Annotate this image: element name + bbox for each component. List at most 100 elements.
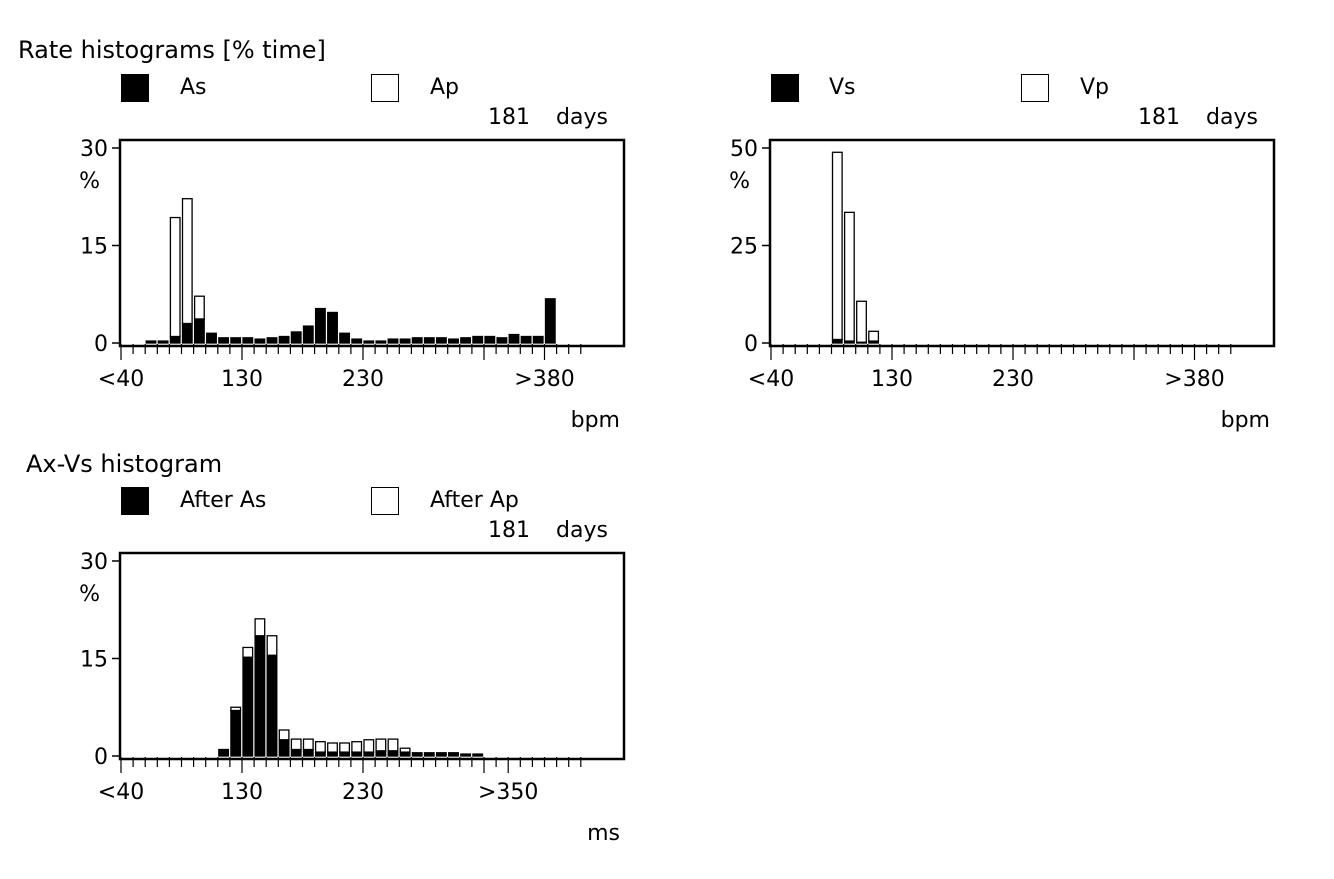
av-bar-after-as-9 bbox=[230, 709, 242, 757]
av-bar-after-as-14 bbox=[290, 748, 302, 757]
as-legend-swatch bbox=[121, 74, 149, 102]
atrial-bar-as-21 bbox=[375, 340, 387, 344]
vp-legend-swatch bbox=[1021, 74, 1049, 102]
ventricular-y-tick-label-1: 25 bbox=[730, 235, 758, 260]
atrial-bar-as-3 bbox=[157, 340, 169, 344]
av-bar-after-ap-23 bbox=[399, 747, 411, 753]
av-y-tick-label-2: 30 bbox=[80, 550, 108, 575]
after-ap-legend-label: After Ap bbox=[430, 488, 519, 513]
atrial-bar-as-12 bbox=[266, 337, 278, 344]
ventricular-x-tick-label-0: <40 bbox=[748, 367, 794, 392]
av-x-tick-label-3: >350 bbox=[478, 780, 538, 805]
av-bar-after-ap-19 bbox=[351, 741, 363, 753]
after-as-legend-swatch bbox=[121, 487, 149, 515]
ventricular-x-tick-label-1: 130 bbox=[871, 367, 913, 392]
av-bar-after-ap-20 bbox=[363, 739, 375, 753]
atrial-x-tick-label-1: 130 bbox=[221, 367, 263, 392]
atrial-y-tick-label-2: 30 bbox=[80, 137, 108, 162]
atrial-duration-unit: days bbox=[556, 105, 608, 130]
atrial-plot-frame bbox=[118, 138, 626, 348]
av-bar-after-as-12 bbox=[266, 654, 278, 757]
atrial-bar-as-5 bbox=[181, 322, 193, 344]
ventricular-y-tick-label-2: 50 bbox=[730, 137, 758, 162]
atrial-bar-as-14 bbox=[290, 331, 302, 344]
atrial-bar-as-22 bbox=[387, 338, 399, 344]
av-bar-after-ap-22 bbox=[387, 738, 399, 752]
av-bar-after-ap-11 bbox=[254, 618, 266, 637]
av-bar-after-ap-17 bbox=[327, 742, 338, 753]
atrial-y-unit: % bbox=[79, 169, 100, 194]
ventricular-bar-vp-6 bbox=[843, 211, 855, 342]
av-bar-after-ap-18 bbox=[339, 742, 351, 753]
av-bar-after-as-8 bbox=[218, 748, 230, 757]
atrial-x-tick-label-2: 230 bbox=[342, 367, 384, 392]
av-duration-unit: days bbox=[556, 518, 608, 543]
av-bar-after-ap-15 bbox=[302, 738, 314, 751]
atrial-bar-as-29 bbox=[472, 335, 484, 344]
av-bar-after-ap-13 bbox=[278, 729, 290, 741]
atrial-bar-as-19 bbox=[351, 338, 363, 344]
atrial-x-tick-label-3: >380 bbox=[514, 367, 574, 392]
as-legend-label: As bbox=[180, 75, 207, 100]
atrial-bar-as-31 bbox=[496, 337, 508, 344]
atrial-bar-as-35 bbox=[544, 298, 556, 344]
av-x-unit: ms bbox=[587, 821, 620, 846]
av-bar-after-as-21 bbox=[375, 750, 387, 757]
av-y-tick-label-0: 0 bbox=[94, 745, 108, 770]
atrial-y-tick-label-1: 15 bbox=[80, 235, 108, 260]
ventricular-duration-value: 181 bbox=[1138, 105, 1180, 130]
atrial-bar-as-26 bbox=[435, 337, 447, 344]
av-bar-after-as-15 bbox=[302, 748, 314, 757]
atrial-x-tick-label-0: <40 bbox=[98, 367, 144, 392]
av-duration-value: 181 bbox=[488, 518, 530, 543]
av-bar-after-ap-16 bbox=[314, 741, 326, 753]
atrial-bar-as-27 bbox=[448, 338, 459, 344]
atrial-bar-as-15 bbox=[302, 325, 314, 344]
atrial-bar-as-13 bbox=[278, 335, 290, 344]
av-bar-after-as-11 bbox=[254, 635, 266, 757]
av-section-title: Ax-Vs histogram bbox=[26, 450, 223, 478]
av-bar-after-as-28 bbox=[460, 753, 472, 757]
av-x-tick-label-2: 230 bbox=[342, 780, 384, 805]
atrial-bar-ap-6 bbox=[193, 295, 205, 320]
vs-legend-swatch bbox=[771, 74, 799, 102]
av-plot-frame bbox=[118, 551, 626, 761]
av-x-tick-label-0: <40 bbox=[98, 780, 144, 805]
atrial-bar-as-30 bbox=[484, 335, 496, 344]
atrial-bar-as-28 bbox=[460, 337, 472, 344]
av-bar-after-ap-12 bbox=[266, 635, 278, 656]
atrial-bar-ap-5 bbox=[181, 198, 193, 325]
atrial-bar-as-23 bbox=[399, 338, 411, 344]
av-bar-after-as-10 bbox=[242, 656, 254, 757]
ap-legend-label: Ap bbox=[430, 75, 460, 100]
av-bar-after-ap-9 bbox=[230, 706, 242, 712]
atrial-bar-as-32 bbox=[508, 333, 520, 344]
atrial-bar-as-25 bbox=[423, 337, 435, 344]
ventricular-x-unit: bpm bbox=[1221, 408, 1270, 433]
after-as-legend-label: After As bbox=[180, 488, 267, 513]
atrial-bar-as-17 bbox=[327, 311, 338, 344]
ventricular-x-tick-label-2: 230 bbox=[992, 367, 1034, 392]
ventricular-x-tick-label-3: >380 bbox=[1164, 367, 1224, 392]
atrial-bar-as-4 bbox=[169, 335, 181, 344]
atrial-bar-as-20 bbox=[363, 340, 375, 344]
ventricular-bar-vp-5 bbox=[831, 151, 843, 341]
av-y-tick-label-1: 15 bbox=[80, 648, 108, 673]
atrial-duration-value: 181 bbox=[488, 105, 530, 130]
ventricular-bar-vp-7 bbox=[856, 300, 867, 343]
av-bar-after-as-25 bbox=[423, 752, 435, 757]
vs-legend-label: Vs bbox=[829, 75, 856, 100]
atrial-x-unit: bpm bbox=[571, 408, 620, 433]
atrial-bar-as-18 bbox=[339, 332, 351, 344]
atrial-bar-ap-4 bbox=[169, 216, 181, 338]
av-bar-after-as-27 bbox=[448, 752, 459, 757]
vp-legend-label: Vp bbox=[1080, 75, 1110, 100]
after-ap-legend-swatch bbox=[371, 487, 399, 515]
ventricular-bar-vp-8 bbox=[868, 330, 880, 342]
atrial-bar-as-24 bbox=[411, 337, 423, 344]
atrial-bar-as-16 bbox=[314, 307, 326, 344]
ventricular-y-unit: % bbox=[729, 169, 750, 194]
av-y-unit: % bbox=[79, 582, 100, 607]
ventricular-y-tick-label-0: 0 bbox=[744, 332, 758, 357]
atrial-bar-as-7 bbox=[206, 332, 217, 344]
